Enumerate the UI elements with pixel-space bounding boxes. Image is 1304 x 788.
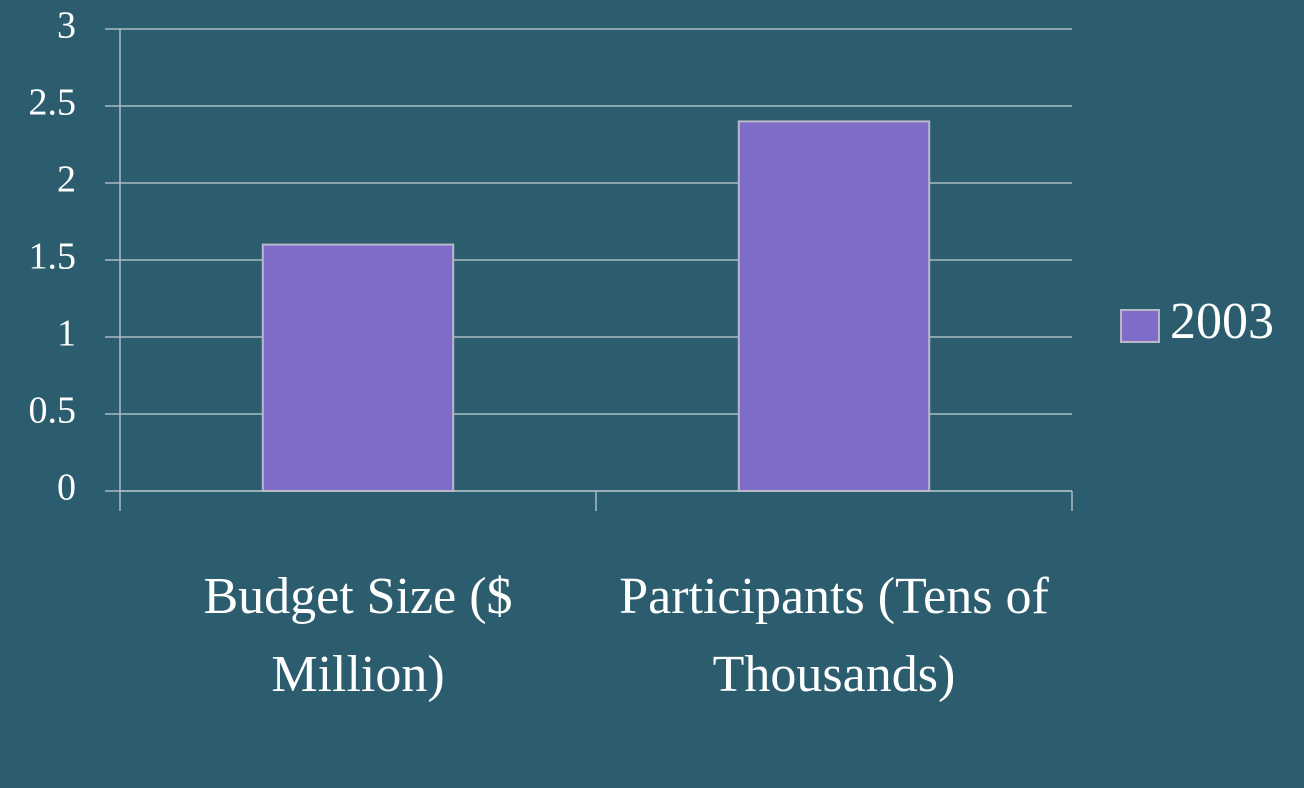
y-tick-label: 0.5 [29, 390, 77, 432]
y-tick-label: 1.5 [29, 236, 77, 278]
legend-label: 2003 [1170, 293, 1274, 350]
y-tick-label: 0 [57, 467, 76, 509]
y-tick-label: 1 [57, 313, 76, 355]
x-tick-label: Participants (Tens of Thousands) [619, 568, 1049, 703]
y-tick-label: 2.5 [29, 82, 77, 124]
x-tick-label: Budget Size ($ Million) [203, 568, 513, 703]
y-tick-label: 2 [57, 159, 76, 201]
bar [737, 120, 931, 493]
y-tick-label: 3 [57, 5, 76, 47]
legend-swatch [1120, 309, 1160, 343]
bar [261, 243, 455, 492]
